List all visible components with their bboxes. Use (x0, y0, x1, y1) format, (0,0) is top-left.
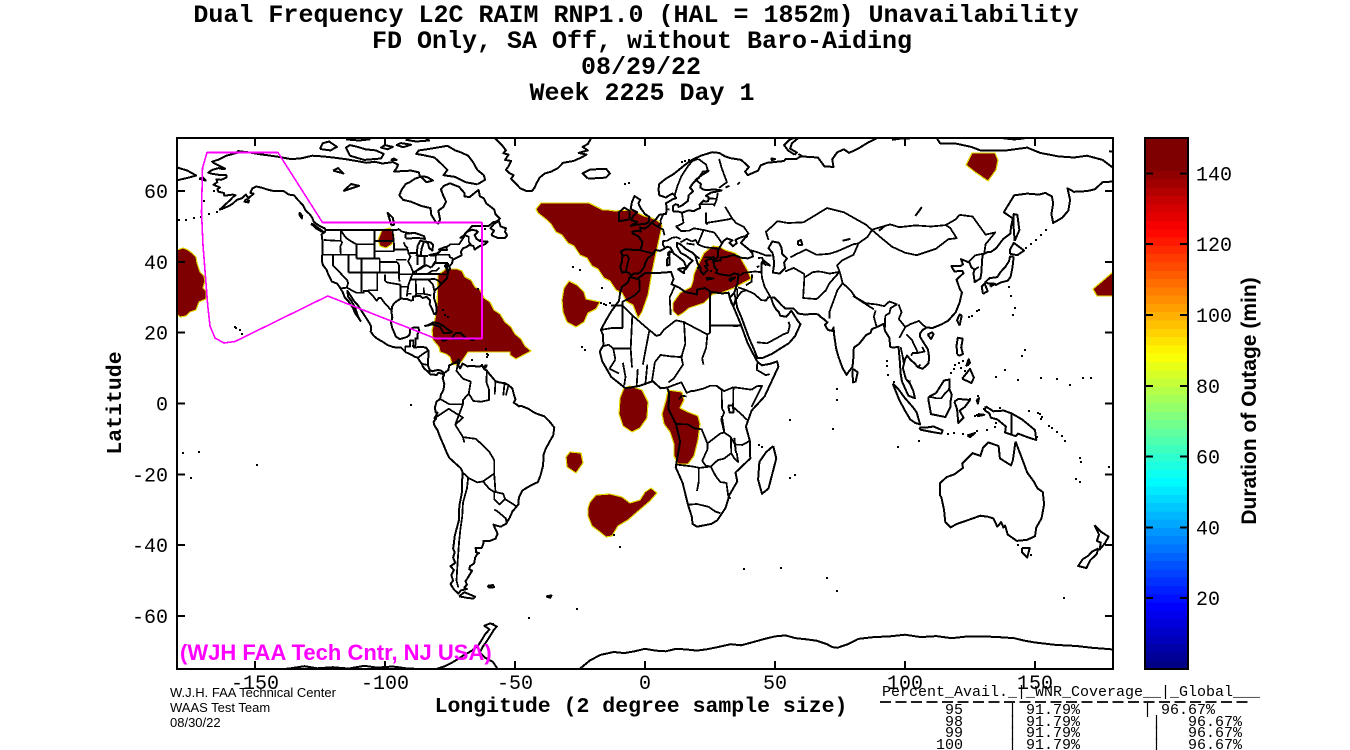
svg-text:60: 60 (1196, 448, 1220, 471)
svg-text:40: 40 (1196, 518, 1220, 541)
svg-text:FD Only, SA Off, without Baro-: FD Only, SA Off, without Baro-Aiding (372, 27, 912, 56)
svg-text:100: 100 (1196, 306, 1232, 329)
svg-text:20: 20 (1196, 589, 1220, 612)
svg-text:0: 0 (156, 395, 168, 418)
svg-text:08/29/22: 08/29/22 (581, 53, 701, 82)
svg-text:95 | 91.79% | 96.67%: 95 | 91.79% | 96.67% (882, 702, 1216, 719)
svg-text:120: 120 (1196, 235, 1232, 258)
svg-text:08/30/22: 08/30/22 (170, 715, 221, 730)
svg-text:100 | 91.79% | 96: 100 | 91.79% | 96.67% (882, 737, 1243, 750)
svg-text:50: 50 (763, 673, 787, 696)
svg-text:-150: -150 (231, 673, 279, 696)
svg-text:-40: -40 (132, 536, 168, 559)
svg-text:150: 150 (1017, 673, 1053, 696)
svg-text:140: 140 (1196, 164, 1232, 187)
svg-text:Percent_Avail._|_WNR_Coverage_: Percent_Avail._|_WNR_Coverage__|_Global_… (882, 684, 1261, 701)
svg-text:60: 60 (144, 182, 168, 205)
svg-text:40: 40 (144, 253, 168, 276)
svg-text:Longitude (2 degree sample siz: Longitude (2 degree sample size) (435, 695, 848, 719)
svg-text:80: 80 (1196, 377, 1220, 400)
svg-text:20: 20 (144, 324, 168, 347)
svg-text:-50: -50 (497, 673, 533, 696)
svg-text:98 | 91.79% | 96.: 98 | 91.79% | 96.67% (882, 714, 1243, 731)
svg-text:WAAS Test Team: WAAS Test Team (170, 700, 270, 715)
svg-text:(WJH FAA Tech Cntr, NJ USA): (WJH FAA Tech Cntr, NJ USA) (180, 640, 492, 665)
svg-text:-60: -60 (132, 607, 168, 630)
svg-text:-100: -100 (361, 673, 409, 696)
svg-text:Dual Frequency L2C RAIM RNP1.0: Dual Frequency L2C RAIM RNP1.0 (HAL = 18… (193, 1, 1078, 30)
svg-text:Week 2225 Day 1: Week 2225 Day 1 (529, 79, 754, 108)
svg-text:100: 100 (887, 673, 923, 696)
svg-text:99 | 91.79% | 96.: 99 | 91.79% | 96.67% (882, 725, 1243, 742)
svg-text:-20: -20 (132, 465, 168, 488)
svg-text:Duration of Outage (min): Duration of Outage (min) (1238, 277, 1261, 524)
svg-text:0: 0 (639, 673, 651, 696)
svg-text:W.J.H. FAA Technical Center: W.J.H. FAA Technical Center (170, 685, 337, 700)
svg-text:Latitude: Latitude (104, 351, 128, 454)
